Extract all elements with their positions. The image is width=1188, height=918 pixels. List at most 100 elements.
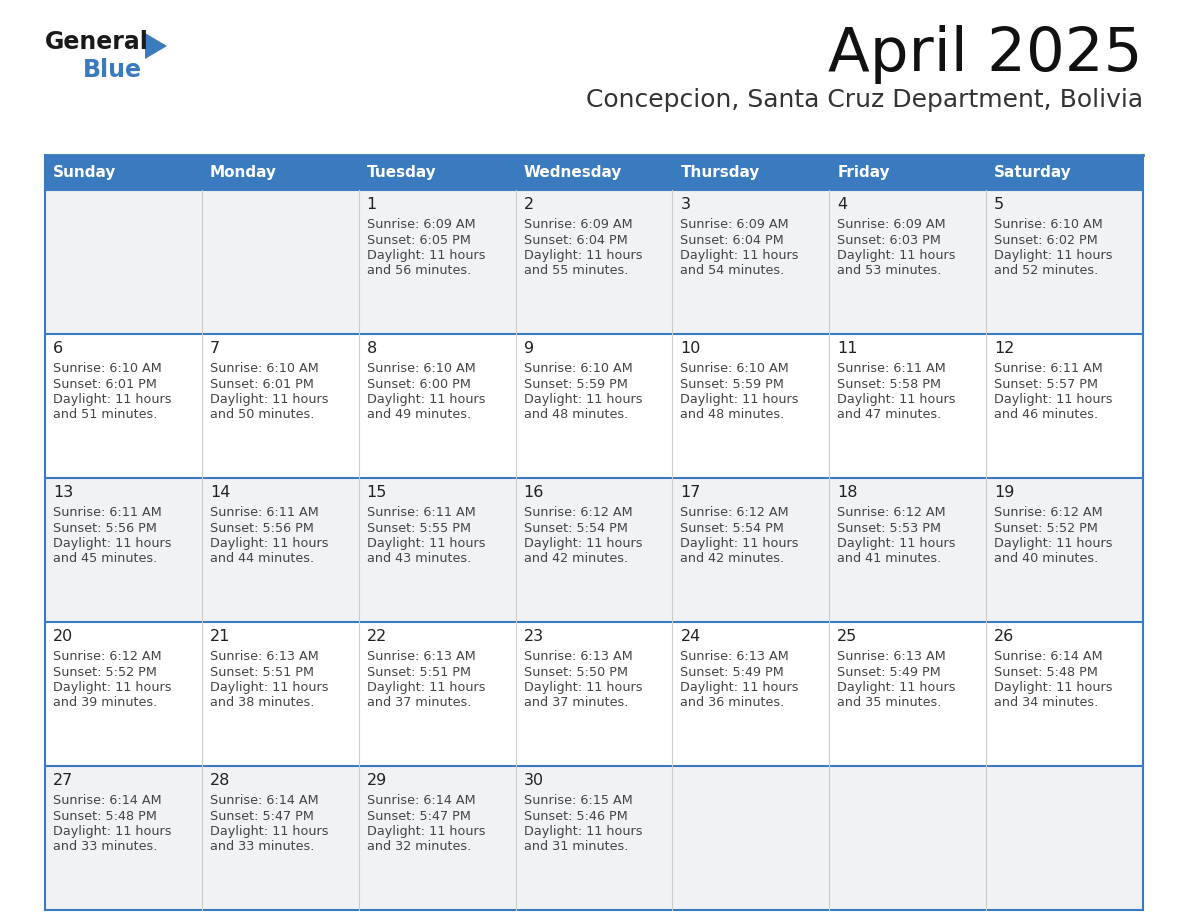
Text: Sunset: 5:50 PM: Sunset: 5:50 PM xyxy=(524,666,627,678)
Text: Sunrise: 6:13 AM: Sunrise: 6:13 AM xyxy=(681,650,789,663)
Text: Sunset: 6:02 PM: Sunset: 6:02 PM xyxy=(994,233,1098,247)
Text: Daylight: 11 hours: Daylight: 11 hours xyxy=(524,537,642,550)
Text: Daylight: 11 hours: Daylight: 11 hours xyxy=(838,249,956,262)
Text: 29: 29 xyxy=(367,773,387,788)
Bar xyxy=(202,190,359,334)
Text: 26: 26 xyxy=(994,629,1015,644)
Text: Tuesday: Tuesday xyxy=(367,165,436,180)
Text: Daylight: 11 hours: Daylight: 11 hours xyxy=(210,393,328,406)
Bar xyxy=(202,622,359,766)
Text: Daylight: 11 hours: Daylight: 11 hours xyxy=(524,825,642,838)
Bar xyxy=(986,155,1143,190)
Text: Daylight: 11 hours: Daylight: 11 hours xyxy=(367,393,485,406)
Text: and 33 minutes.: and 33 minutes. xyxy=(53,841,157,854)
Text: 21: 21 xyxy=(210,629,230,644)
Text: and 42 minutes.: and 42 minutes. xyxy=(681,553,784,565)
Text: Sunrise: 6:11 AM: Sunrise: 6:11 AM xyxy=(838,362,946,375)
Text: Sunset: 5:53 PM: Sunset: 5:53 PM xyxy=(838,521,941,534)
Text: and 52 minutes.: and 52 minutes. xyxy=(994,264,1099,277)
Text: 12: 12 xyxy=(994,341,1015,356)
Bar xyxy=(202,334,359,478)
Text: and 55 minutes.: and 55 minutes. xyxy=(524,264,628,277)
Text: Sunset: 5:55 PM: Sunset: 5:55 PM xyxy=(367,521,470,534)
Text: 7: 7 xyxy=(210,341,220,356)
Text: Sunset: 5:51 PM: Sunset: 5:51 PM xyxy=(367,666,470,678)
Text: Sunset: 5:56 PM: Sunset: 5:56 PM xyxy=(53,521,157,534)
Text: Sunset: 5:52 PM: Sunset: 5:52 PM xyxy=(53,666,157,678)
Bar xyxy=(516,334,672,478)
Text: and 51 minutes.: and 51 minutes. xyxy=(53,409,157,421)
Text: Daylight: 11 hours: Daylight: 11 hours xyxy=(524,393,642,406)
Text: and 35 minutes.: and 35 minutes. xyxy=(838,697,942,710)
Bar xyxy=(516,190,672,334)
Bar xyxy=(45,155,202,190)
Text: Sunrise: 6:12 AM: Sunrise: 6:12 AM xyxy=(681,506,789,519)
Text: Sunrise: 6:10 AM: Sunrise: 6:10 AM xyxy=(524,362,632,375)
Text: Sunrise: 6:12 AM: Sunrise: 6:12 AM xyxy=(838,506,946,519)
Bar xyxy=(672,190,829,334)
Bar xyxy=(829,622,986,766)
Text: Sunset: 6:01 PM: Sunset: 6:01 PM xyxy=(53,377,157,390)
Text: Sunrise: 6:12 AM: Sunrise: 6:12 AM xyxy=(994,506,1102,519)
Text: Sunrise: 6:14 AM: Sunrise: 6:14 AM xyxy=(210,794,318,807)
Text: Sunset: 5:52 PM: Sunset: 5:52 PM xyxy=(994,521,1098,534)
Text: Daylight: 11 hours: Daylight: 11 hours xyxy=(53,537,171,550)
Text: Monday: Monday xyxy=(210,165,277,180)
Text: Sunrise: 6:11 AM: Sunrise: 6:11 AM xyxy=(994,362,1102,375)
Text: 24: 24 xyxy=(681,629,701,644)
Text: Sunrise: 6:11 AM: Sunrise: 6:11 AM xyxy=(210,506,318,519)
Text: Daylight: 11 hours: Daylight: 11 hours xyxy=(681,249,798,262)
Bar xyxy=(516,622,672,766)
Bar xyxy=(829,190,986,334)
Text: General: General xyxy=(45,30,148,54)
Text: Sunset: 5:54 PM: Sunset: 5:54 PM xyxy=(524,521,627,534)
Text: Sunset: 5:48 PM: Sunset: 5:48 PM xyxy=(994,666,1098,678)
Text: Sunrise: 6:13 AM: Sunrise: 6:13 AM xyxy=(524,650,632,663)
Text: and 48 minutes.: and 48 minutes. xyxy=(681,409,785,421)
Text: Daylight: 11 hours: Daylight: 11 hours xyxy=(210,825,328,838)
Text: 5: 5 xyxy=(994,197,1004,212)
Text: and 47 minutes.: and 47 minutes. xyxy=(838,409,942,421)
Text: and 53 minutes.: and 53 minutes. xyxy=(838,264,942,277)
Text: 4: 4 xyxy=(838,197,847,212)
Text: 30: 30 xyxy=(524,773,544,788)
Text: Sunrise: 6:09 AM: Sunrise: 6:09 AM xyxy=(367,218,475,231)
Text: 16: 16 xyxy=(524,485,544,500)
Bar xyxy=(359,622,516,766)
Text: and 40 minutes.: and 40 minutes. xyxy=(994,553,1099,565)
Bar xyxy=(45,334,202,478)
Bar xyxy=(829,478,986,622)
Text: Sunset: 5:47 PM: Sunset: 5:47 PM xyxy=(210,810,314,823)
Text: and 45 minutes.: and 45 minutes. xyxy=(53,553,157,565)
Text: Sunrise: 6:10 AM: Sunrise: 6:10 AM xyxy=(681,362,789,375)
Bar xyxy=(516,155,672,190)
Text: Blue: Blue xyxy=(83,58,143,82)
Text: and 44 minutes.: and 44 minutes. xyxy=(210,553,314,565)
Text: Sunset: 5:49 PM: Sunset: 5:49 PM xyxy=(681,666,784,678)
Text: 15: 15 xyxy=(367,485,387,500)
Text: 8: 8 xyxy=(367,341,377,356)
Text: Sunset: 6:03 PM: Sunset: 6:03 PM xyxy=(838,233,941,247)
Text: and 43 minutes.: and 43 minutes. xyxy=(367,553,470,565)
Polygon shape xyxy=(145,33,168,59)
Text: 13: 13 xyxy=(53,485,74,500)
Text: 10: 10 xyxy=(681,341,701,356)
Text: Daylight: 11 hours: Daylight: 11 hours xyxy=(681,681,798,694)
Text: Sunset: 5:48 PM: Sunset: 5:48 PM xyxy=(53,810,157,823)
Text: Sunrise: 6:14 AM: Sunrise: 6:14 AM xyxy=(994,650,1102,663)
Text: 9: 9 xyxy=(524,341,533,356)
Bar xyxy=(45,622,202,766)
Text: Sunset: 5:59 PM: Sunset: 5:59 PM xyxy=(681,377,784,390)
Text: Concepcion, Santa Cruz Department, Bolivia: Concepcion, Santa Cruz Department, Boliv… xyxy=(586,88,1143,112)
Text: Daylight: 11 hours: Daylight: 11 hours xyxy=(210,681,328,694)
Text: Daylight: 11 hours: Daylight: 11 hours xyxy=(681,393,798,406)
Text: Sunset: 6:04 PM: Sunset: 6:04 PM xyxy=(524,233,627,247)
Text: Daylight: 11 hours: Daylight: 11 hours xyxy=(994,537,1113,550)
Text: 14: 14 xyxy=(210,485,230,500)
Text: Daylight: 11 hours: Daylight: 11 hours xyxy=(367,681,485,694)
Text: 17: 17 xyxy=(681,485,701,500)
Bar xyxy=(45,190,202,334)
Text: Daylight: 11 hours: Daylight: 11 hours xyxy=(53,825,171,838)
Text: Daylight: 11 hours: Daylight: 11 hours xyxy=(53,681,171,694)
Text: Sunrise: 6:13 AM: Sunrise: 6:13 AM xyxy=(210,650,318,663)
